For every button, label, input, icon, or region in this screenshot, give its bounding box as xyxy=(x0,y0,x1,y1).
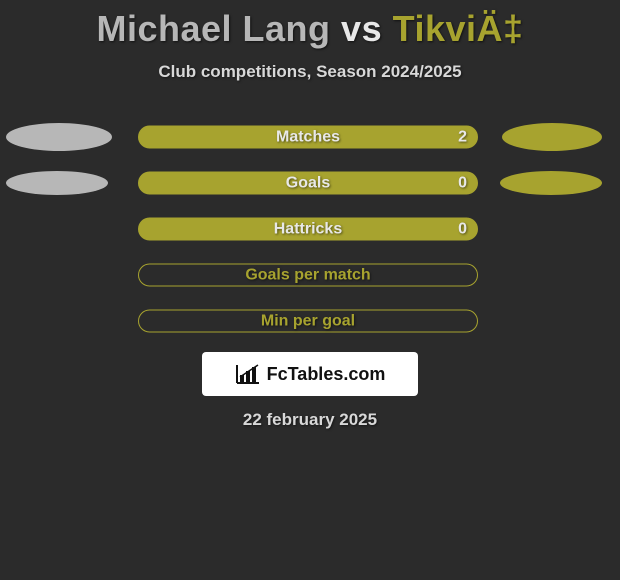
date-text: 22 february 2025 xyxy=(0,410,620,430)
title-vs: vs xyxy=(341,8,382,49)
stat-label: Goals xyxy=(286,174,330,192)
stat-label: Hattricks xyxy=(274,220,342,238)
stats-container: Matches 2 Goals 0 Hattricks 0 Goals per match M… xyxy=(0,114,620,344)
title-player1: Michael Lang xyxy=(96,8,330,49)
stat-row: Goals per match xyxy=(0,252,620,298)
stat-value-right: 0 xyxy=(458,220,467,238)
stat-value-right: 0 xyxy=(458,174,467,192)
stat-bar: Hattricks 0 xyxy=(138,218,478,241)
stat-value-right: 2 xyxy=(458,128,467,146)
stat-bar: Goals per match xyxy=(138,264,478,287)
stat-bar: Goals 0 xyxy=(138,172,478,195)
stat-bar: Matches 2 xyxy=(138,126,478,149)
stat-row: Min per goal xyxy=(0,298,620,344)
player1-ellipse xyxy=(6,171,108,195)
bar-chart-icon xyxy=(235,363,261,385)
subtitle: Club competitions, Season 2024/2025 xyxy=(0,62,620,82)
logo-text: FcTables.com xyxy=(267,364,386,385)
stat-row: Hattricks 0 xyxy=(0,206,620,252)
stat-label: Min per goal xyxy=(261,312,355,330)
player2-ellipse xyxy=(502,123,602,151)
player2-ellipse xyxy=(500,171,602,195)
stat-row: Matches 2 xyxy=(0,114,620,160)
logo-box: FcTables.com xyxy=(202,352,418,396)
title-player2: TikviÄ‡ xyxy=(393,8,524,49)
page-title: Michael Lang vs TikviÄ‡ xyxy=(0,0,620,50)
stat-label: Goals per match xyxy=(245,266,370,284)
stat-label: Matches xyxy=(276,128,340,146)
player1-ellipse xyxy=(6,123,112,151)
stat-bar: Min per goal xyxy=(138,310,478,333)
stat-row: Goals 0 xyxy=(0,160,620,206)
